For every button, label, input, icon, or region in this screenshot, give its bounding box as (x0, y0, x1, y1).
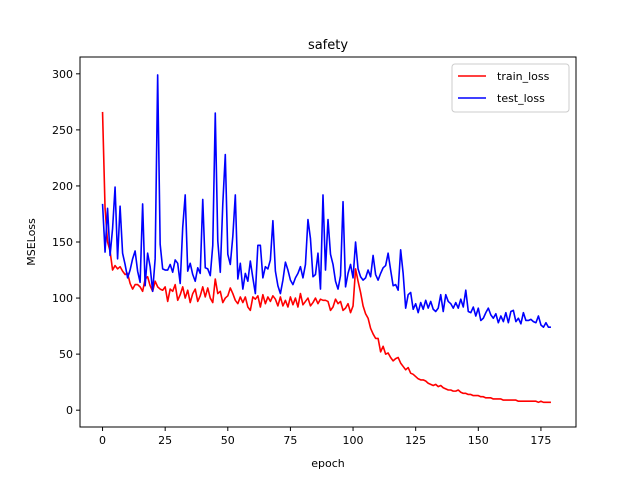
legend-label-train-loss: train_loss (497, 70, 550, 83)
y-tick-label: 50 (59, 348, 73, 361)
x-axis: 0 25 50 75 100 125 150 175 (99, 427, 551, 447)
x-tick-label: 75 (283, 434, 297, 447)
series-layer (101, 74, 551, 404)
chart-title: safety (308, 38, 348, 53)
plot-area (101, 74, 551, 404)
y-axis: 0 50 100 150 200 250 300 (52, 68, 80, 417)
legend-label-test-loss: test_loss (497, 92, 545, 105)
x-tick-label: 175 (530, 434, 551, 447)
series-line-test-loss (101, 74, 551, 329)
legend: train_loss test_loss (451, 63, 570, 113)
x-axis-label: epoch (311, 457, 345, 470)
x-tick-label: 25 (158, 434, 172, 447)
x-tick-label: 125 (405, 434, 426, 447)
x-tick-label: 50 (221, 434, 235, 447)
y-tick-label: 150 (52, 236, 73, 249)
y-tick-label: 0 (66, 404, 73, 417)
series-line-train-loss (101, 111, 551, 404)
y-tick-label: 300 (52, 68, 73, 81)
y-tick-label: 250 (52, 124, 73, 137)
x-tick-label: 150 (468, 434, 489, 447)
y-tick-label: 200 (52, 180, 73, 193)
x-tick-label: 100 (343, 434, 364, 447)
x-tick-label: 0 (99, 434, 106, 447)
y-axis-label: MSELoss (25, 218, 38, 266)
y-tick-label: 100 (52, 292, 73, 305)
